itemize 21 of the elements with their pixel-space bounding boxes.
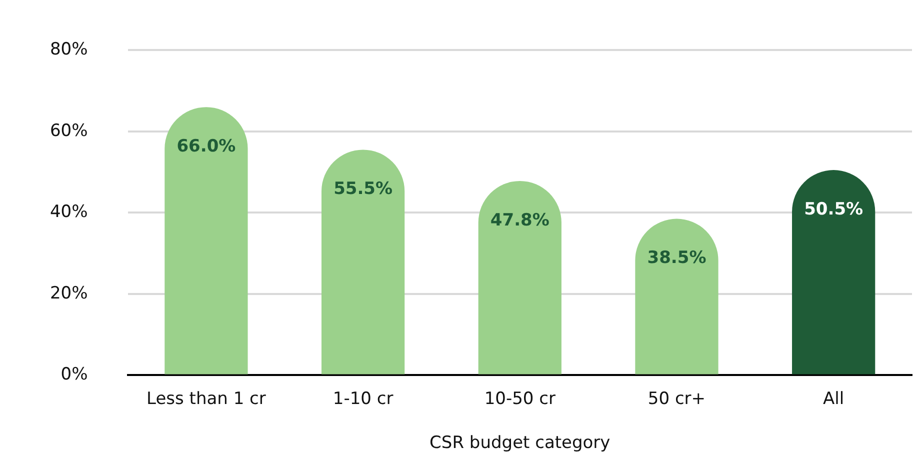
data-label: 38.5%: [647, 248, 706, 268]
y-tick-label: 0%: [60, 364, 88, 385]
bar: [792, 170, 876, 374]
bar: [478, 181, 562, 374]
bar: [321, 150, 405, 374]
x-tick-label: 50 cr+: [648, 388, 706, 409]
x-tick-label: 1-10 cr: [332, 388, 394, 409]
x-tick-label: All: [823, 388, 844, 409]
data-label: 66.0%: [176, 136, 236, 156]
bar: [164, 107, 248, 374]
x-axis-title: CSR budget category: [430, 433, 610, 454]
x-tick-label: Less than 1 cr: [146, 388, 266, 409]
y-tick-label: 20%: [50, 283, 88, 304]
data-label: 55.5%: [334, 179, 393, 200]
x-tick-label: 10-50 cr: [484, 388, 556, 409]
y-tick-label: 60%: [50, 120, 88, 141]
data-label: 47.8%: [490, 210, 550, 230]
bar: [635, 218, 718, 374]
y-tick-label: 40%: [50, 202, 88, 222]
data-label: 50.5%: [804, 199, 864, 220]
y-tick-label: 80%: [50, 40, 88, 60]
